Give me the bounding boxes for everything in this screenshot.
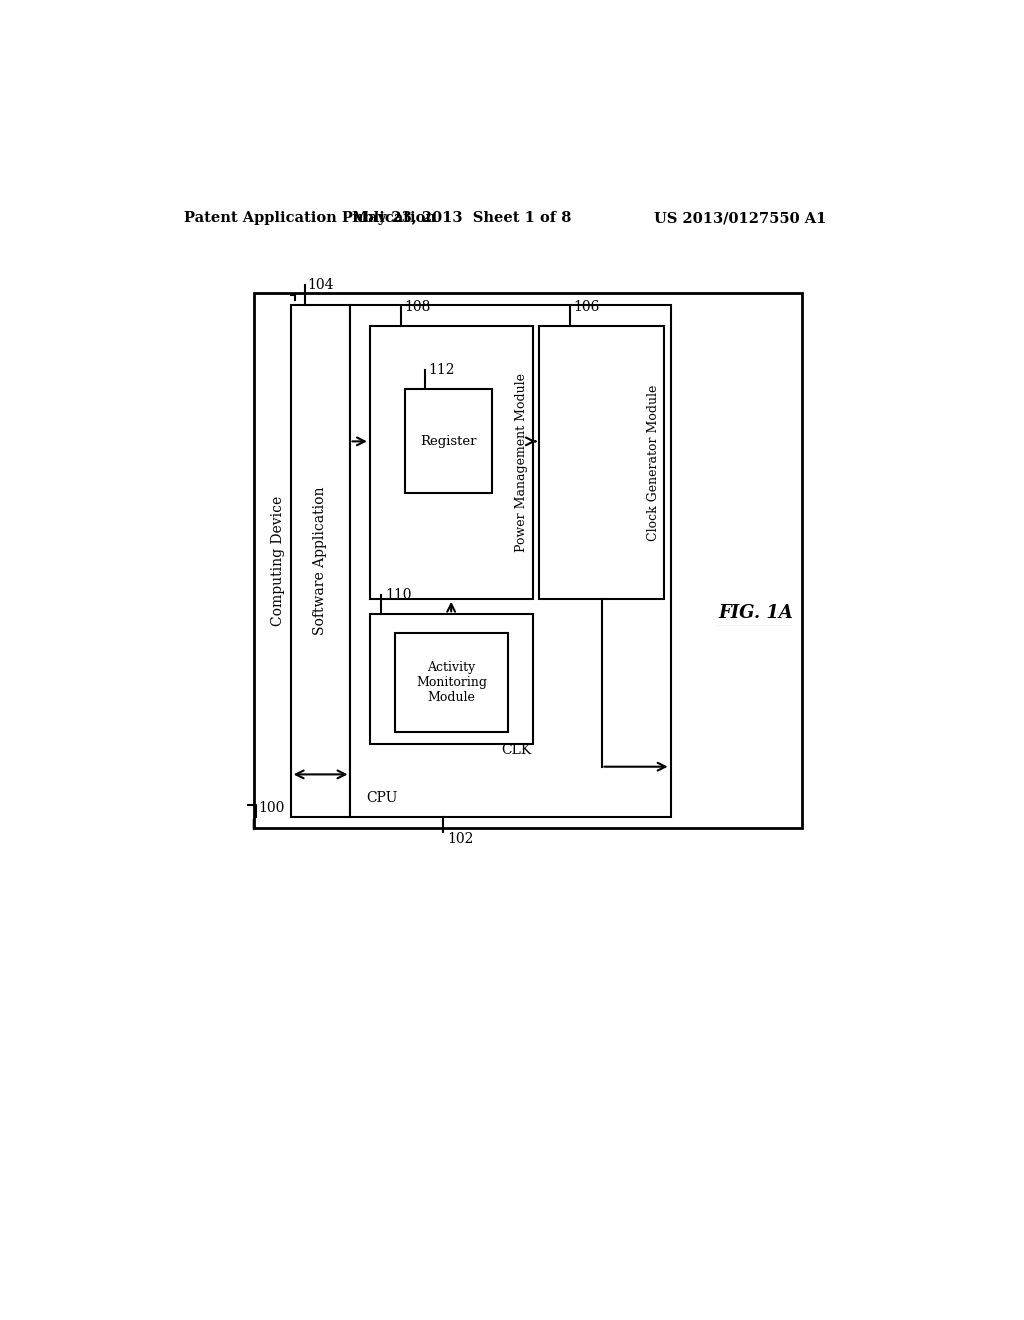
Text: 106: 106 (573, 300, 600, 314)
Text: Power Management Module: Power Management Module (515, 374, 528, 552)
Text: 100: 100 (258, 800, 285, 814)
Bar (291, 305, 349, 817)
Bar (395, 634, 508, 733)
Text: CPU: CPU (366, 791, 397, 804)
Text: 108: 108 (404, 300, 431, 314)
Text: FIG. 1A: FIG. 1A (718, 603, 794, 622)
Bar (370, 614, 532, 743)
Text: Activity
Monitoring
Module: Activity Monitoring Module (416, 661, 487, 705)
Text: Patent Application Publication: Patent Application Publication (183, 211, 435, 226)
Text: 110: 110 (385, 587, 412, 602)
Bar (254, 293, 802, 829)
Bar (406, 389, 493, 494)
Text: May 23, 2013  Sheet 1 of 8: May 23, 2013 Sheet 1 of 8 (351, 211, 571, 226)
Text: 112: 112 (429, 363, 456, 378)
Bar (539, 326, 665, 599)
Text: 104: 104 (308, 279, 334, 293)
Text: 102: 102 (447, 832, 474, 846)
Text: US 2013/0127550 A1: US 2013/0127550 A1 (654, 211, 826, 226)
Bar (370, 326, 532, 599)
Text: Register: Register (421, 434, 477, 447)
Bar (350, 305, 671, 817)
Text: Clock Generator Module: Clock Generator Module (647, 384, 659, 541)
Text: Computing Device: Computing Device (271, 495, 286, 626)
Text: CLK: CLK (501, 743, 531, 758)
Text: Software Application: Software Application (313, 487, 328, 635)
